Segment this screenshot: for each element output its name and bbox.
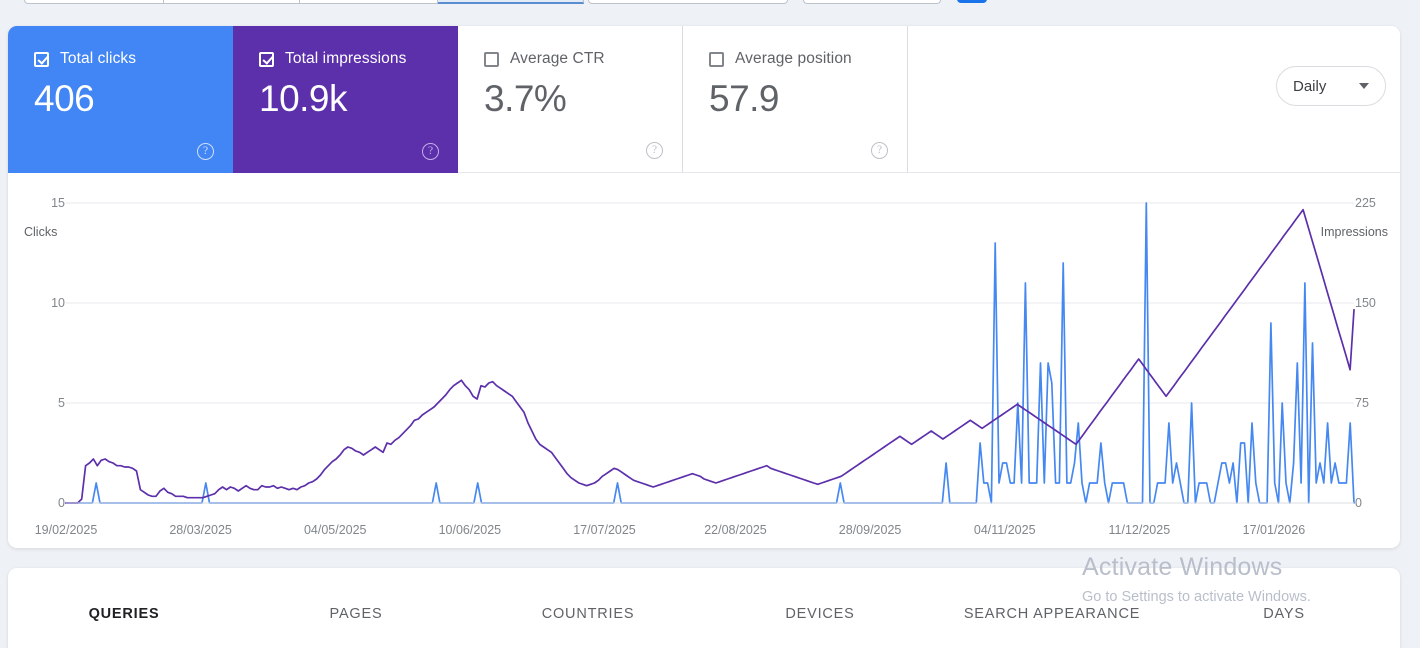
granularity-dropdown[interactable]: Daily: [1276, 66, 1386, 106]
filter-chip-1[interactable]: [803, 0, 941, 4]
metric-value-average-position: 57.9: [709, 78, 780, 119]
y-tick-left-15: 15: [51, 196, 65, 210]
y-tick-left-10: 10: [51, 296, 65, 310]
x-tick-9: 17/01/2026: [1242, 523, 1306, 537]
metric-tile-average-position[interactable]: Average position 57.9 ?: [683, 26, 908, 173]
filter-segment-0[interactable]: [24, 0, 164, 4]
checkbox-average-ctr[interactable]: [484, 51, 499, 67]
filter-chip-0[interactable]: [588, 0, 788, 4]
performance-overview-card: Total clicks 406 ? Total impressions 10.…: [8, 26, 1400, 548]
checkbox-average-position[interactable]: [709, 51, 724, 67]
y-tick-right-0: 0: [1355, 496, 1362, 510]
x-tick-2: 04/05/2025: [303, 523, 367, 537]
x-tick-3: 10/06/2025: [438, 523, 502, 537]
y-tick-left-5: 5: [58, 396, 65, 410]
apply-filter-button[interactable]: [957, 0, 987, 3]
help-icon-average-position[interactable]: ?: [871, 142, 888, 159]
filter-bar: [0, 0, 1420, 24]
tab-days[interactable]: DAYS: [1263, 606, 1305, 622]
checkbox-total-clicks[interactable]: [34, 51, 49, 67]
metric-header: Average CTR: [484, 50, 682, 68]
filter-segment-2[interactable]: [300, 0, 438, 4]
metric-label-total-clicks: Total clicks: [60, 50, 137, 67]
metric-row-filler: Daily: [908, 26, 1400, 173]
metric-label-average-position: Average position: [735, 50, 852, 67]
x-tick-6: 28/09/2025: [838, 523, 902, 537]
tab-pages[interactable]: PAGES: [329, 606, 383, 622]
metric-tile-total-impressions[interactable]: Total impressions 10.9k ?: [233, 26, 458, 173]
tab-queries[interactable]: QUERIES: [88, 606, 160, 622]
detail-tables-card: QUERIES PAGES COUNTRIES DEVICES SEARCH APPEA…: [8, 568, 1400, 648]
help-icon-average-ctr[interactable]: ?: [646, 142, 663, 159]
metric-label-average-ctr: Average CTR: [510, 50, 605, 67]
metric-value-average-ctr: 3.7%: [484, 78, 567, 119]
metric-label-total-impressions: Total impressions: [285, 50, 407, 67]
metric-value-total-clicks: 406: [34, 78, 95, 119]
checkbox-total-impressions[interactable]: [259, 51, 274, 67]
help-icon-total-clicks[interactable]: ?: [197, 143, 214, 160]
x-tick-1: 28/03/2025: [169, 523, 232, 537]
metric-header: Average position: [709, 50, 907, 68]
y-tick-right-75: 75: [1355, 396, 1369, 410]
x-tick-7: 04/11/2025: [973, 523, 1036, 537]
x-tick-5: 22/08/2025: [704, 523, 767, 537]
performance-chart: Clicks Impressions 0 5 10 15 0 75 150 225 19/02/…: [8, 173, 1400, 548]
x-tick-8: 11/12/2025: [1108, 523, 1171, 537]
filter-segment-1[interactable]: [164, 0, 300, 4]
chevron-down-icon: [1359, 83, 1369, 89]
x-tick-4: 17/07/2025: [573, 523, 636, 537]
help-icon-total-impressions[interactable]: ?: [422, 143, 439, 160]
y-tick-left-0: 0: [58, 496, 65, 510]
granularity-value: Daily: [1293, 77, 1327, 95]
metric-header: Total clicks: [34, 50, 233, 68]
metric-tiles: Total clicks 406 ? Total impressions 10.…: [8, 26, 1400, 173]
chart-plot: [65, 202, 1355, 504]
filter-segment-3[interactable]: [438, 0, 584, 4]
y-axis-left-title: Clicks: [24, 225, 58, 239]
y-tick-right-225: 225: [1355, 196, 1376, 210]
metric-value-total-impressions: 10.9k: [259, 78, 348, 119]
tab-search-appearance[interactable]: SEARCH APPEARANCE: [963, 606, 1141, 622]
y-tick-right-150: 150: [1355, 296, 1376, 310]
detail-tabs: QUERIES PAGES COUNTRIES DEVICES SEARCH APPEA…: [8, 606, 1400, 636]
metric-header: Total impressions: [259, 50, 458, 68]
metric-tile-total-clicks[interactable]: Total clicks 406 ?: [8, 26, 233, 173]
tab-devices[interactable]: DEVICES: [785, 606, 855, 622]
metric-tile-average-ctr[interactable]: Average CTR 3.7% ?: [458, 26, 683, 173]
y-axis-right-title: Impressions: [1320, 225, 1388, 239]
tab-countries[interactable]: COUNTRIES: [541, 606, 635, 622]
x-tick-0: 19/02/2025: [34, 523, 98, 537]
